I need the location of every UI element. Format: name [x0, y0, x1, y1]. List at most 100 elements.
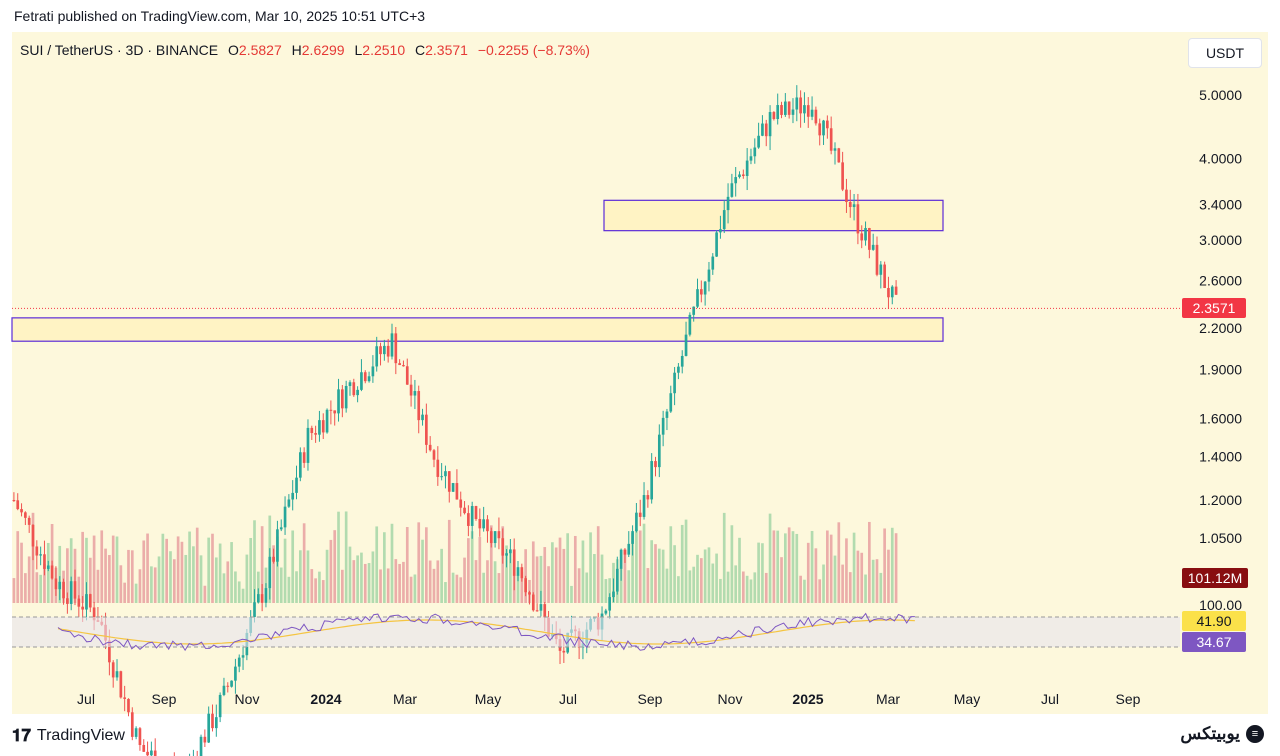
volume-bar	[417, 522, 421, 603]
candle-body	[432, 450, 436, 460]
volume-bar	[509, 553, 512, 603]
candle-body	[222, 685, 226, 695]
candle-body	[818, 123, 822, 136]
volume-bar	[516, 574, 520, 603]
candle-body	[302, 452, 306, 463]
candle-body	[428, 444, 432, 451]
price-tick-label: 100.00	[1199, 597, 1242, 613]
volume-bar	[803, 579, 806, 603]
candle-body	[650, 461, 654, 500]
price-tick-label: 3.4000	[1199, 196, 1242, 212]
volume-bar	[276, 536, 279, 603]
volume-value-label: 101.12M	[1182, 568, 1248, 588]
volume-bar	[111, 535, 115, 603]
tradingview-footer[interactable]: 𝟏𝟕 TradingView	[12, 726, 125, 746]
candle-body	[787, 101, 791, 115]
candle-body	[619, 549, 623, 569]
volume-bar	[604, 579, 608, 603]
candle-body	[803, 105, 806, 114]
candle-body	[211, 713, 214, 729]
volume-bar	[764, 572, 768, 603]
candle-body	[852, 204, 856, 208]
volume-bar	[291, 530, 295, 603]
volume-bar	[489, 525, 493, 603]
rsi-ma-label: 41.90	[1182, 611, 1246, 631]
currency-button[interactable]: USDT	[1188, 38, 1262, 68]
volume-bar	[680, 524, 684, 603]
volume-bar	[883, 528, 886, 603]
volume-bar	[478, 536, 482, 603]
candle-body	[845, 189, 848, 203]
volume-bar	[279, 567, 283, 603]
candle-body	[329, 409, 333, 411]
candle-body	[417, 391, 421, 421]
candle-body	[276, 529, 279, 562]
volume-bar	[845, 538, 848, 603]
volume-bar	[130, 550, 134, 603]
volume-bar	[360, 552, 363, 603]
candle-body	[604, 610, 608, 614]
candle-body	[677, 366, 680, 373]
close-label: C	[415, 42, 426, 58]
volume-bar	[505, 545, 508, 603]
candle-body	[134, 728, 138, 737]
candle-body	[841, 162, 844, 190]
candle-body	[237, 657, 241, 667]
price-tick-label: 4.0000	[1199, 150, 1242, 166]
volume-bar	[467, 538, 470, 603]
candle-body	[226, 685, 230, 687]
candle-body	[688, 314, 692, 335]
volume-bar	[348, 546, 352, 603]
volume-bar	[341, 569, 344, 603]
candle-body	[50, 565, 54, 579]
candle-body	[344, 385, 348, 409]
candle-body	[108, 640, 111, 663]
candle-body	[711, 256, 715, 270]
price-tick-label: 1.9000	[1199, 362, 1242, 378]
volume-bar	[444, 582, 447, 603]
volume-bar	[436, 560, 440, 603]
volume-bar	[134, 583, 138, 603]
volume-bar	[684, 519, 688, 603]
candle-body	[20, 509, 23, 513]
close-value: 2.3571	[425, 42, 468, 58]
volume-bar	[829, 534, 833, 603]
volume-bar	[543, 547, 547, 603]
zones-layer	[11, 199, 944, 342]
candle-body	[279, 527, 283, 530]
low-value: 2.2510	[362, 42, 406, 58]
candle-body	[138, 728, 142, 745]
time-axis: Jul Sep Nov 2024 Mar May Jul Sep Nov 2025 Mar May Ju…	[77, 691, 1141, 707]
volume-bar	[486, 560, 489, 603]
candle-body	[119, 671, 123, 698]
time-tick-label: Sep	[638, 691, 663, 707]
candle-body	[127, 698, 130, 713]
candle-body	[111, 662, 115, 678]
volume-bar	[66, 548, 69, 603]
candle-body	[486, 519, 489, 532]
candle-body	[77, 598, 81, 607]
volume-bar	[753, 572, 757, 603]
candle-body	[837, 148, 841, 163]
high-label: H	[291, 42, 302, 58]
volume-bar	[795, 533, 799, 603]
candle-body	[150, 750, 153, 756]
candle-body	[703, 281, 707, 295]
volume-bar	[176, 536, 180, 603]
volume-bar	[596, 526, 600, 603]
tradingview-brand: TradingView	[36, 727, 125, 744]
volume-bar	[100, 530, 104, 603]
volume-bar	[848, 572, 852, 603]
candle-body	[684, 334, 688, 356]
candle-body	[780, 105, 783, 115]
volume-bar	[745, 575, 749, 603]
volume-bar	[58, 545, 62, 603]
volume-bar	[711, 563, 715, 603]
volume-bar	[593, 554, 596, 603]
price-tick-label: 3.0000	[1199, 232, 1242, 248]
candle-body	[826, 120, 829, 129]
volume-bar	[142, 540, 146, 603]
candle-body	[680, 355, 684, 367]
candle-body	[43, 554, 46, 569]
